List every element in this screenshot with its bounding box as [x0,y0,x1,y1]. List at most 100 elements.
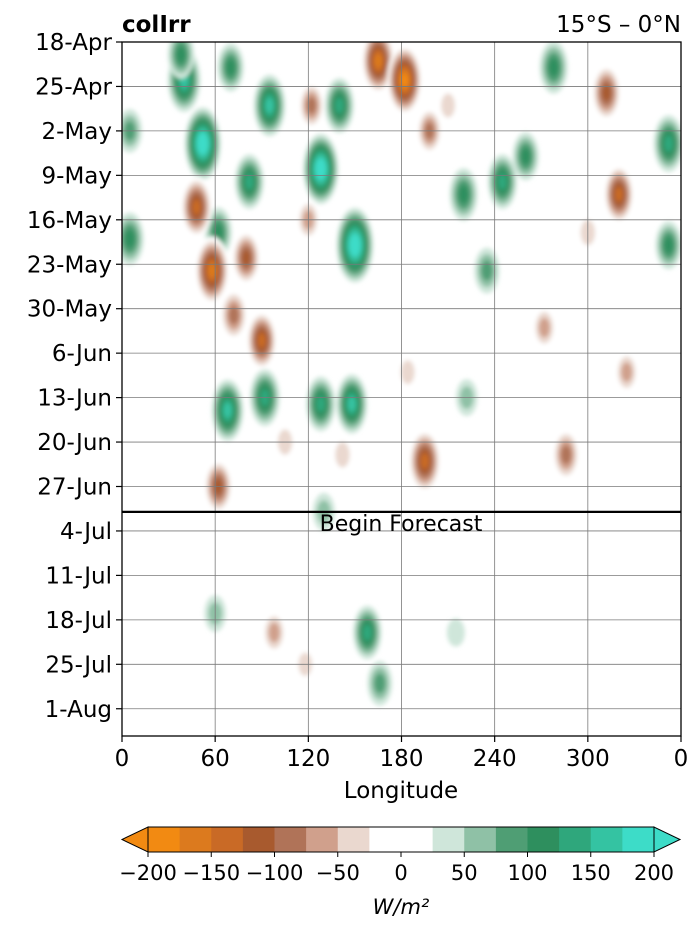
anomaly-blob [324,78,354,133]
contour-level [228,305,239,325]
chart-title-right: 15°S – 0°N [556,12,681,38]
colorbar-tick-label: −100 [246,861,304,885]
colorbar-segment [148,827,181,852]
anomaly-blob [449,168,478,221]
anomaly-blob [361,42,395,94]
colorbar-segment [179,827,212,852]
contour-level [306,97,317,114]
anomaly-blob [387,45,423,116]
anomaly-blob [655,221,681,270]
anomaly-blob [303,133,339,205]
colorbar-tick-label: 0 [394,861,407,885]
anomaly-blob [474,247,500,294]
contour-level [199,136,207,151]
colorbar-segment [242,827,276,852]
contour-level [348,396,356,412]
contour-level [441,93,455,118]
colorbar-tick-label: 50 [451,861,478,885]
contour-level [498,173,507,190]
contour-level [538,318,550,338]
colorbar-tick-label: 100 [507,861,547,885]
y-tick-label: 6-Jun [52,341,112,367]
x-tick-label: 0 [115,746,130,772]
contour-level [664,135,673,152]
y-tick-label: 13-Jun [37,386,112,412]
colorbar-segment [464,827,497,852]
contour-level [401,73,408,87]
anomaly-blob [253,74,286,137]
contour-level [446,618,465,647]
y-tick-label: 25-Apr [35,74,112,100]
anomaly-blob [336,374,368,434]
anomaly-blob [246,310,278,371]
anomaly-blob [336,207,374,283]
anomaly-blob [306,376,336,432]
contour-level [213,223,223,242]
contour-level [335,442,350,468]
contour-level [242,250,251,266]
colorbar-segment [590,827,623,852]
contour-level [317,162,325,176]
contour-level [663,236,674,254]
anomaly-blob [446,618,465,647]
colorbar-label: W/m² [373,895,430,919]
contour-level [521,148,531,165]
grid-lines [122,42,681,736]
contour-level [208,263,216,278]
anomaly-blob [612,551,635,587]
contour-level [548,58,559,77]
anomaly-blob [217,43,244,92]
x-axis-ticks: 0 60 120 180 240 300 0 [115,736,688,772]
contour-level [192,199,201,215]
colorbar-segment [559,827,592,852]
anomaly-blob [353,605,382,660]
anomaly-blob [408,429,442,493]
y-tick-label: 20-Jun [37,430,112,456]
colorbar-segment [306,827,339,852]
contour-level [176,46,186,63]
colorbar-segment [369,827,434,852]
anomaly-blob [330,434,355,476]
contour-level [335,97,344,114]
y-tick-label: 1-Aug [45,697,112,723]
colorbar-segment [495,827,529,852]
anomaly-blob [487,154,517,209]
anomaly-blob [194,236,230,305]
contour-level [458,185,469,204]
chart-title-left: colIrr [122,12,191,38]
colorbar-tick-label: 150 [571,861,611,885]
y-axis-ticks: 18-Apr 25-Apr 2-May 9-May 16-May 23-May 30-May… [27,30,122,723]
anomaly-blob [234,154,264,209]
contour-level [226,59,236,76]
colorbar-tick-label: −50 [316,861,360,885]
y-tick-label: 4-Jul [60,519,112,545]
y-tick-label: 2-May [42,119,112,145]
anomaly-blob [552,428,581,481]
forecast-label: Begin Forecast [320,512,483,537]
x-tick-label: 60 [201,746,230,772]
contour-level [316,396,325,412]
anomaly-blob [219,288,248,342]
contour-level [258,333,266,348]
colorbar-segment [622,827,655,852]
y-tick-label: 27-Jun [37,475,112,501]
plot-area [122,42,681,736]
anomaly-blob [436,85,460,126]
contour-level [245,173,254,190]
anomaly-blob [122,212,144,266]
x-axis-label: Longitude [344,778,458,804]
colorbar-segment [527,827,560,852]
y-tick-label: 25-Jul [45,652,112,678]
contour-level [420,453,429,469]
anomaly-blob [539,42,568,94]
anomaly-blob [211,379,244,441]
colorbar-extend-min [120,826,149,853]
colorbar-segment [432,827,465,852]
anomaly-blob [261,610,287,655]
colorbar-tick-label: −200 [119,861,177,885]
contour-level [124,229,135,248]
anomaly-blob [591,64,622,122]
colorbar-segment [274,827,307,852]
contour-level [374,54,382,68]
x-tick-label: 120 [286,746,330,772]
